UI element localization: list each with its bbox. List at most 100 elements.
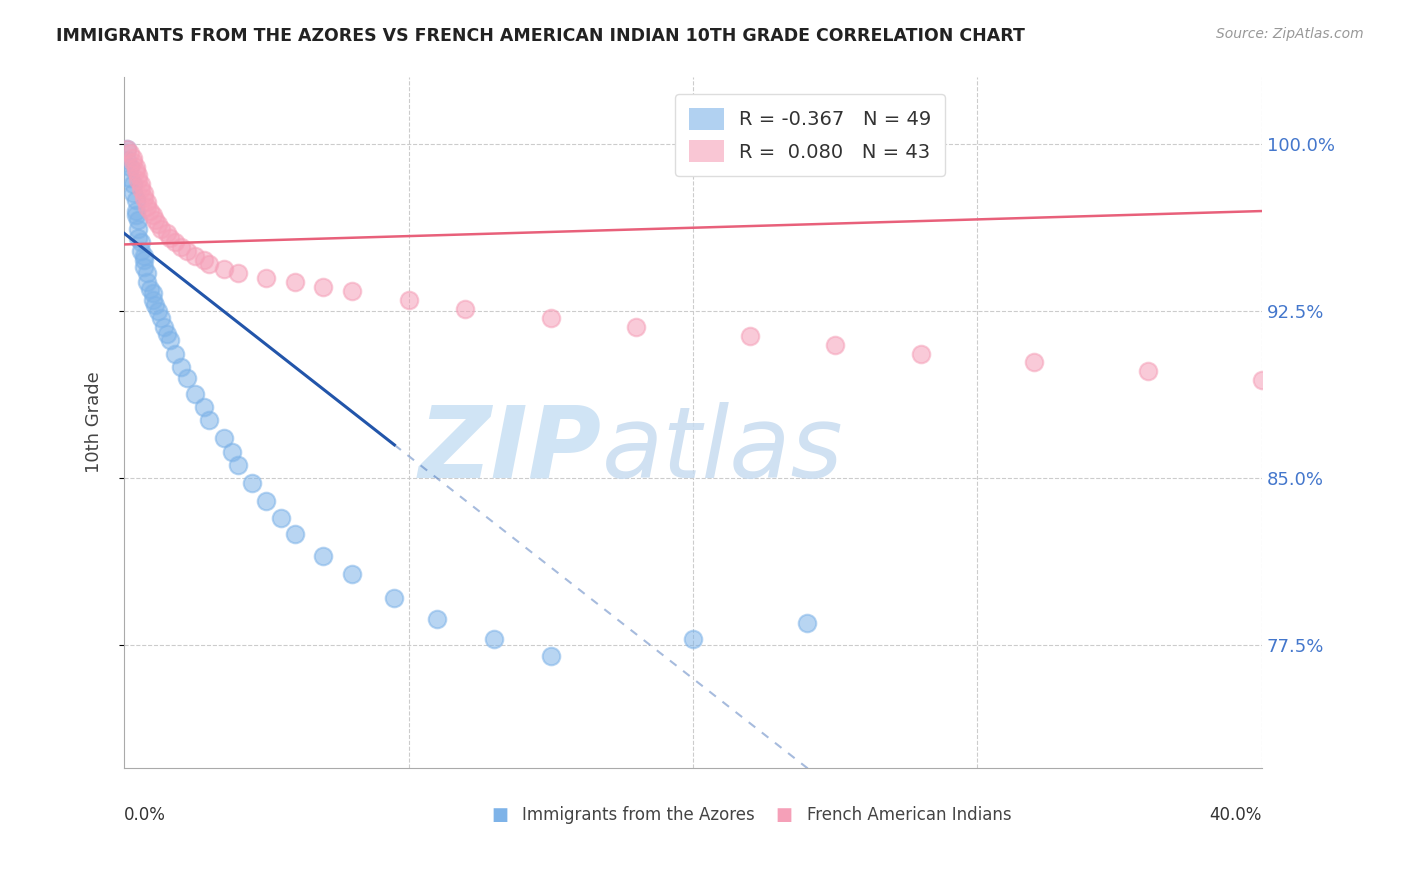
Point: [193, 400, 215, 414]
Point: [193, 253, 215, 268]
Point: [121, 178, 143, 192]
Point: [150, 222, 173, 236]
Point: [135, 266, 157, 280]
Point: [118, 146, 141, 161]
Point: [624, 319, 647, 334]
Text: French American Indians: French American Indians: [807, 805, 1011, 823]
Point: [221, 444, 243, 458]
Point: [198, 413, 221, 427]
Point: [127, 222, 149, 236]
Point: [138, 282, 160, 296]
Point: [124, 160, 146, 174]
Point: [910, 346, 932, 360]
Point: [142, 209, 165, 223]
Point: [118, 170, 141, 185]
Point: [115, 142, 138, 156]
Point: [482, 632, 505, 646]
Point: [132, 186, 155, 201]
Point: [142, 286, 165, 301]
Point: [1137, 364, 1160, 378]
Point: [129, 182, 152, 196]
Point: [127, 231, 149, 245]
Text: atlas: atlas: [602, 401, 844, 499]
Point: [165, 235, 187, 250]
Point: [682, 632, 704, 646]
Point: [398, 293, 420, 307]
Point: [124, 193, 146, 207]
Point: [284, 275, 307, 289]
Point: [738, 328, 761, 343]
Point: [240, 475, 263, 490]
Text: Source: ZipAtlas.com: Source: ZipAtlas.com: [1216, 27, 1364, 41]
Point: [145, 297, 167, 311]
Point: [132, 260, 155, 274]
Point: [340, 284, 363, 298]
Point: [129, 178, 152, 192]
Point: [540, 310, 562, 325]
Point: [454, 301, 477, 316]
Point: [340, 566, 363, 581]
Point: [156, 227, 179, 241]
Point: [1251, 373, 1274, 387]
Point: [176, 244, 198, 259]
Point: [138, 204, 160, 219]
Point: [212, 261, 235, 276]
Point: [148, 304, 170, 318]
Point: [170, 359, 193, 374]
Y-axis label: 10th Grade: 10th Grade: [86, 372, 103, 474]
Point: [284, 527, 307, 541]
Point: [159, 231, 181, 245]
Point: [165, 346, 187, 360]
Point: [124, 209, 146, 223]
Point: [142, 293, 165, 307]
Point: [121, 151, 143, 165]
Point: [135, 275, 157, 289]
Point: [270, 511, 292, 525]
Point: [127, 213, 149, 227]
Point: [121, 155, 143, 169]
Point: [145, 213, 167, 227]
Text: Immigrants from the Azores: Immigrants from the Azores: [523, 805, 755, 823]
Point: [115, 153, 138, 167]
Point: [254, 270, 277, 285]
Point: [382, 591, 405, 606]
Point: [198, 258, 221, 272]
Point: [127, 173, 149, 187]
Text: 40.0%: 40.0%: [1209, 805, 1263, 823]
Point: [170, 240, 193, 254]
Text: ■: ■: [776, 805, 793, 823]
Point: [118, 160, 141, 174]
Point: [226, 266, 249, 280]
Point: [129, 244, 152, 259]
Point: [212, 431, 235, 445]
Text: ■: ■: [491, 805, 508, 823]
Point: [132, 253, 155, 268]
Point: [254, 493, 277, 508]
Point: [135, 195, 157, 210]
Legend: R = -0.367   N = 49, R =  0.080   N = 43: R = -0.367 N = 49, R = 0.080 N = 43: [675, 94, 945, 176]
Point: [159, 333, 181, 347]
Point: [153, 319, 176, 334]
Point: [156, 326, 179, 341]
Point: [312, 279, 335, 293]
Point: [121, 186, 143, 201]
Point: [226, 458, 249, 472]
Point: [312, 549, 335, 564]
Point: [176, 371, 198, 385]
Point: [426, 611, 449, 625]
Point: [824, 337, 846, 351]
Text: IMMIGRANTS FROM THE AZORES VS FRENCH AMERICAN INDIAN 10TH GRADE CORRELATION CHAR: IMMIGRANTS FROM THE AZORES VS FRENCH AME…: [56, 27, 1025, 45]
Point: [1024, 355, 1046, 369]
Point: [540, 649, 562, 664]
Point: [132, 191, 155, 205]
Point: [184, 386, 207, 401]
Point: [184, 249, 207, 263]
Point: [115, 142, 138, 156]
Point: [124, 164, 146, 178]
Point: [124, 204, 146, 219]
Point: [150, 310, 173, 325]
Text: ZIP: ZIP: [419, 401, 602, 499]
Point: [127, 169, 149, 183]
Point: [129, 235, 152, 250]
Point: [132, 249, 155, 263]
